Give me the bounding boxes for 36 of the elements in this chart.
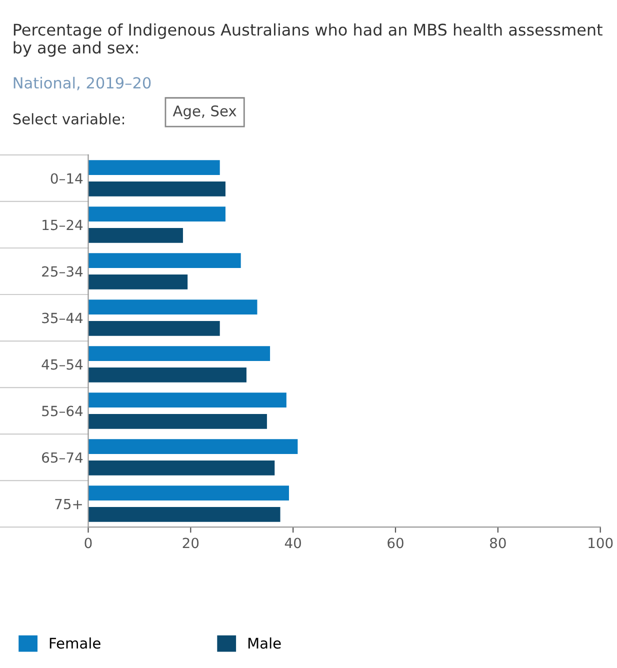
x-tick-label: 0	[84, 538, 92, 548]
chart-subtitle: National, 2019–20	[14, 76, 151, 90]
text: Select variable:	[13, 113, 124, 124]
bar	[88, 507, 280, 522]
y-tick-label: 0–14	[50, 173, 83, 184]
x-tick-label: 20	[182, 538, 199, 548]
bar	[88, 486, 289, 501]
x-tick-label: 80	[490, 538, 506, 548]
bar	[88, 439, 298, 454]
bar	[88, 181, 226, 196]
bar	[88, 228, 183, 243]
chart-title: Percentage of Indigenous Australians who had an MBS health assessment by age and sex:	[14, 23, 602, 57]
text: Age, Sex	[172, 105, 236, 120]
bar	[88, 414, 267, 429]
legend-label: Male	[248, 637, 281, 649]
legend-label: Female	[50, 637, 100, 649]
y-tick-label: 65–74	[42, 452, 83, 463]
bar	[88, 392, 286, 408]
y-tick-label: 35–44	[42, 312, 83, 324]
bar	[88, 368, 246, 382]
bar	[88, 160, 220, 175]
y-tick-label: 45–54	[42, 359, 83, 370]
bar	[88, 300, 258, 315]
y-tick-label: 55–64	[42, 406, 83, 416]
x-tick-label: 40	[284, 538, 301, 548]
y-tick-label: 25–34	[42, 266, 83, 277]
y-tick-label: 15–24	[42, 220, 83, 230]
x-tick-label: 60	[388, 538, 404, 548]
x-tick-label: 100	[588, 538, 613, 548]
bar	[88, 460, 275, 476]
bar	[88, 206, 226, 222]
bar	[88, 321, 220, 336]
bar	[88, 253, 241, 268]
bar	[88, 274, 188, 290]
y-tick-label: 75+	[55, 498, 82, 510]
bar	[88, 346, 270, 362]
